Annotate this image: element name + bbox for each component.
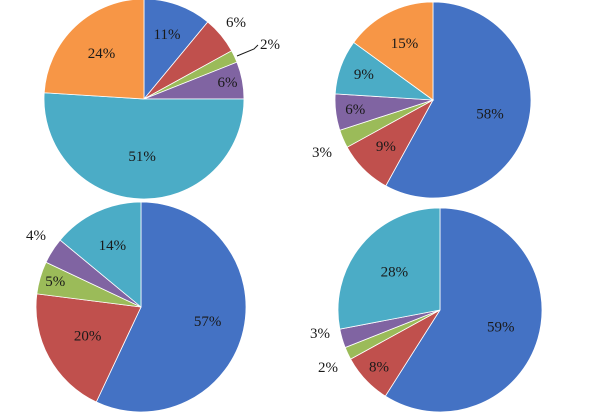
pie-chart-top-right: 58% 9% 3% 6% 9% 15% — [312, 1, 532, 199]
pie-0-leader-line-2 — [236, 44, 259, 57]
pie-1-label-4: 9% — [354, 67, 374, 83]
pie-2-label-4: 14% — [99, 238, 127, 254]
pie-3-label-0: 59% — [487, 320, 515, 336]
pie-0-label-0: 11% — [154, 27, 181, 43]
pie-3-label-1: 8% — [369, 359, 389, 375]
pie-chart-top-left: 11% 6% 2% 6% 51% 24% — [43, 0, 280, 200]
pie-chart-bottom-left: 57% 20% 5% 4% 14% — [26, 201, 247, 413]
pie-3-slice-4 — [337, 207, 441, 330]
pie-3-label-2: 2% — [318, 360, 338, 376]
pie-3-slice-0 — [384, 207, 543, 413]
pie-2-label-1: 20% — [74, 328, 102, 344]
pie-0-label-1: 6% — [226, 15, 246, 31]
pie-2-slice-1 — [35, 293, 142, 403]
pie-1-label-5: 15% — [391, 36, 419, 52]
pie-0-slice-0 — [143, 0, 209, 101]
pie-chart-bottom-right: 59% 8% 2% 3% 28% — [310, 207, 543, 413]
pie-1-label-1: 9% — [376, 139, 396, 155]
pie-1-label-2: 3% — [312, 145, 332, 161]
pie-0-label-2: 2% — [260, 37, 280, 53]
pie-2-label-2: 5% — [45, 274, 65, 290]
pie-3-label-3: 3% — [310, 326, 330, 342]
pie-0-label-3: 6% — [217, 75, 237, 91]
pie-2-label-3: 4% — [26, 228, 46, 244]
pie-0-label-4: 51% — [128, 149, 156, 165]
pie-0-slice-5 — [43, 0, 145, 100]
pie-0-label-5: 24% — [88, 46, 116, 62]
pie-1-label-3: 6% — [345, 102, 365, 118]
pie-0-slice-4 — [43, 92, 245, 200]
pie-3-label-4: 28% — [381, 264, 409, 280]
pie-2-slice-4 — [59, 201, 142, 308]
pie-1-slice-0 — [385, 1, 532, 199]
pie-2-slice-0 — [95, 201, 247, 413]
pie-1-slice-5 — [353, 1, 434, 101]
pie-2-label-0: 57% — [194, 314, 222, 330]
pie-1-label-0: 58% — [476, 107, 504, 123]
